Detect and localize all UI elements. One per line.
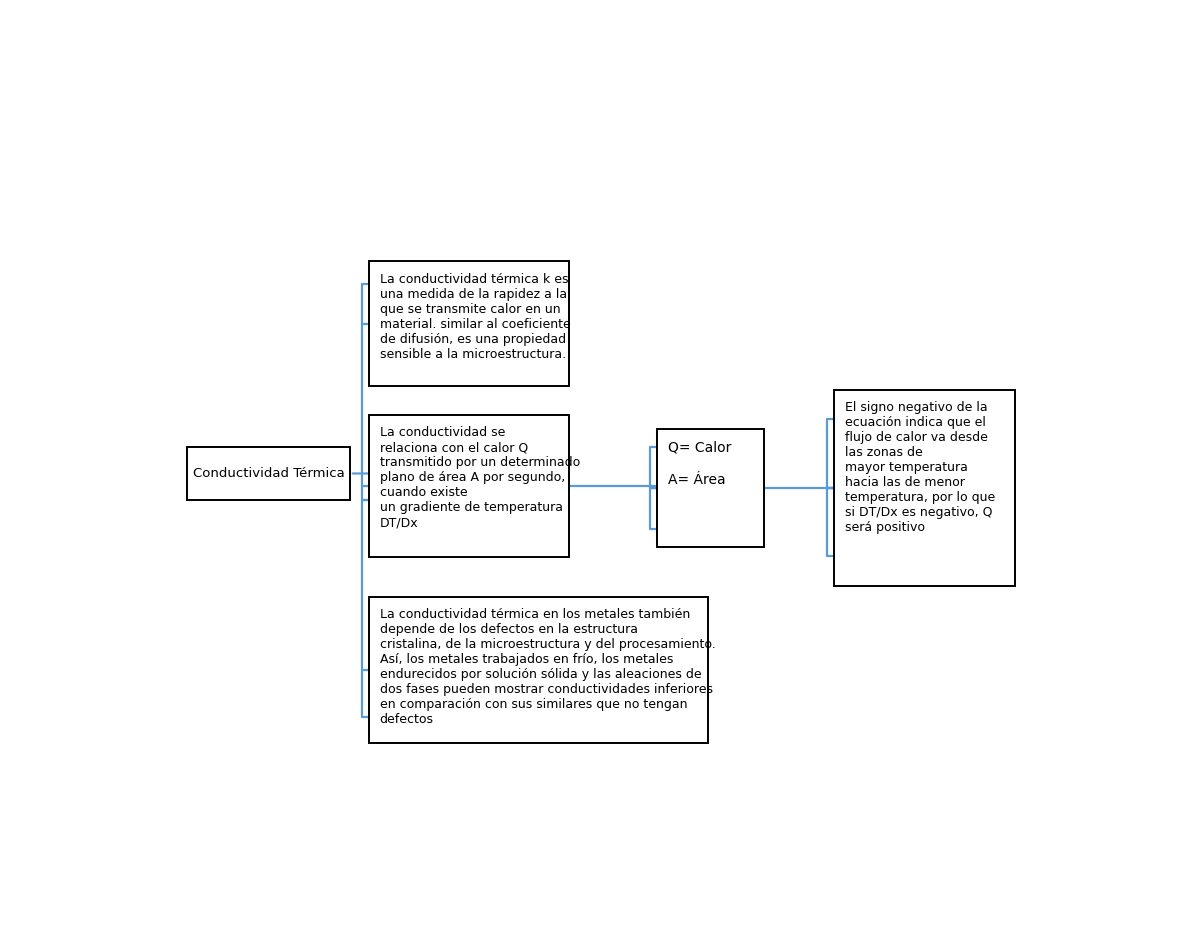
- FancyBboxPatch shape: [656, 429, 764, 547]
- Text: La conductividad se
relaciona con el calor Q
transmitido por un determinado
plan: La conductividad se relaciona con el cal…: [379, 426, 580, 529]
- Text: Conductividad Térmica: Conductividad Térmica: [193, 467, 344, 480]
- FancyBboxPatch shape: [834, 389, 1015, 586]
- Text: La conductividad térmica k es
una medida de la rapidez a la
que se transmite cal: La conductividad térmica k es una medida…: [379, 273, 570, 361]
- FancyBboxPatch shape: [368, 597, 708, 743]
- Text: Q= Calor

A= Área: Q= Calor A= Área: [668, 440, 731, 487]
- FancyBboxPatch shape: [368, 261, 569, 386]
- Text: La conductividad térmica en los metales también
depende de los defectos en la es: La conductividad térmica en los metales …: [379, 608, 715, 726]
- Text: El signo negativo de la
ecuación indica que el
flujo de calor va desde
las zonas: El signo negativo de la ecuación indica …: [845, 401, 995, 534]
- FancyBboxPatch shape: [368, 414, 569, 557]
- FancyBboxPatch shape: [187, 447, 350, 501]
